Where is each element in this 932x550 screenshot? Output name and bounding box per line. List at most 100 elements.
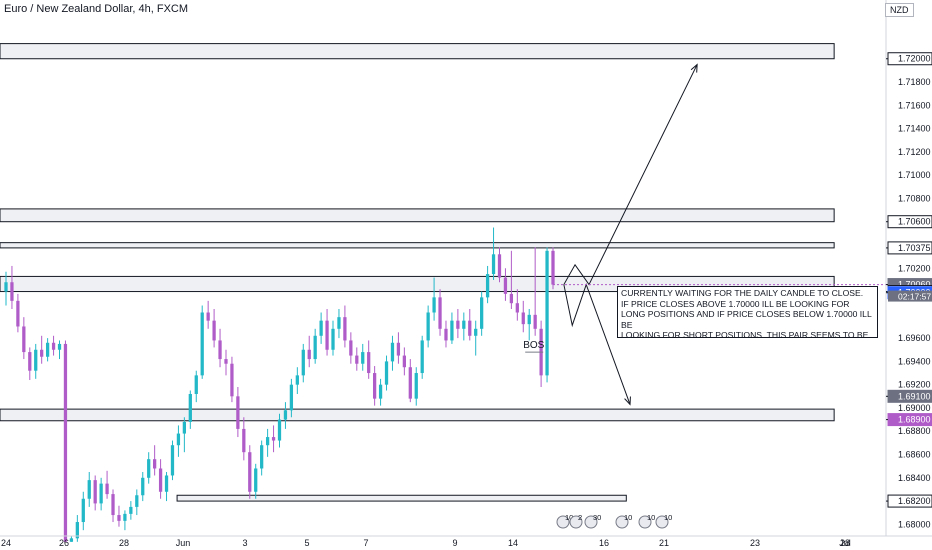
event-badge[interactable]	[584, 515, 598, 529]
candle-body[interactable]	[313, 335, 317, 360]
candle-body[interactable]	[295, 375, 299, 385]
candle-body[interactable]	[491, 254, 496, 275]
candle-body[interactable]	[254, 468, 258, 492]
candle-body[interactable]	[551, 250, 555, 285]
candle-body[interactable]	[462, 320, 466, 329]
event-badge[interactable]	[615, 515, 629, 529]
candle-body[interactable]	[10, 282, 14, 301]
candle-body[interactable]	[158, 468, 163, 492]
zone-box[interactable]	[0, 242, 835, 249]
candle-body[interactable]	[325, 320, 329, 350]
candle-body[interactable]	[57, 343, 62, 350]
candle-body[interactable]	[349, 340, 353, 356]
candle-body[interactable]	[456, 320, 460, 329]
candle-body[interactable]	[224, 359, 228, 364]
candle-body[interactable]	[283, 410, 288, 420]
zone-box[interactable]	[0, 43, 835, 60]
candle-body[interactable]	[230, 363, 234, 397]
candle-body[interactable]	[63, 343, 68, 542]
candle-body[interactable]	[69, 538, 74, 542]
candle-body[interactable]	[343, 317, 347, 341]
candle-body[interactable]	[378, 384, 383, 399]
candle-body[interactable]	[521, 312, 525, 325]
candle-body[interactable]	[545, 250, 549, 376]
candle-body[interactable]	[194, 375, 198, 394]
candle-body[interactable]	[301, 349, 305, 376]
candle-body[interactable]	[218, 340, 222, 360]
candle-body[interactable]	[474, 328, 478, 336]
candle-body[interactable]	[277, 419, 282, 441]
candle-body[interactable]	[355, 355, 359, 364]
zone-box[interactable]	[0, 208, 835, 223]
candle-body[interactable]	[16, 300, 20, 327]
candle-body[interactable]	[307, 349, 311, 360]
candle-body[interactable]	[271, 437, 276, 441]
candle-body[interactable]	[200, 312, 204, 376]
analysis-note[interactable]: CURRENTLY WAITING FOR THE DAILY CANDLE T…	[617, 286, 878, 338]
candle-body[interactable]	[212, 320, 216, 341]
candle-body[interactable]	[135, 495, 139, 507]
candle-body[interactable]	[444, 328, 448, 341]
candle-body[interactable]	[248, 452, 252, 492]
candle-body[interactable]	[117, 515, 121, 521]
candle-body[interactable]	[28, 352, 32, 371]
candle-body[interactable]	[480, 297, 484, 329]
candle-body[interactable]	[164, 475, 169, 492]
currency-button[interactable]: NZD	[885, 3, 914, 17]
candle-body[interactable]	[242, 428, 246, 453]
candle-body[interactable]	[34, 349, 38, 371]
candle-body[interactable]	[533, 314, 537, 329]
candle-body[interactable]	[141, 477, 145, 496]
candle-body[interactable]	[367, 352, 371, 374]
candle-body[interactable]	[438, 297, 442, 329]
candle-body[interactable]	[206, 312, 210, 321]
candle-body[interactable]	[265, 437, 270, 446]
candle-body[interactable]	[45, 342, 50, 357]
candle-body[interactable]	[503, 277, 508, 294]
projection-path[interactable]	[563, 283, 631, 405]
candle-body[interactable]	[170, 445, 175, 476]
candle-body[interactable]	[402, 355, 406, 368]
candle-body[interactable]	[176, 433, 181, 446]
candle-body[interactable]	[384, 361, 389, 385]
candle-body[interactable]	[337, 317, 341, 329]
candle-body[interactable]	[153, 459, 157, 469]
candle-body[interactable]	[408, 367, 412, 399]
candle-body[interactable]	[485, 274, 490, 298]
candle-body[interactable]	[182, 421, 187, 434]
candle-body[interactable]	[75, 522, 79, 539]
candle-body[interactable]	[515, 303, 519, 313]
candle-body[interactable]	[432, 297, 436, 313]
zone-box[interactable]	[0, 408, 835, 422]
candle-body[interactable]	[390, 342, 395, 362]
candle-body[interactable]	[509, 293, 514, 304]
candle-body[interactable]	[426, 312, 430, 341]
candle-body[interactable]	[396, 342, 401, 356]
candle-body[interactable]	[93, 480, 97, 504]
candle-body[interactable]	[87, 480, 91, 499]
candle-body[interactable]	[260, 445, 264, 469]
event-badge[interactable]	[569, 515, 583, 529]
projection-path[interactable]	[563, 64, 698, 286]
candle-body[interactable]	[51, 342, 56, 350]
candle-body[interactable]	[420, 340, 424, 374]
candle-body[interactable]	[99, 483, 103, 504]
candle-body[interactable]	[497, 254, 502, 278]
candle-body[interactable]	[450, 320, 454, 341]
candle-body[interactable]	[123, 513, 127, 521]
candle-body[interactable]	[105, 483, 109, 495]
candle-body[interactable]	[188, 393, 192, 422]
candle-body[interactable]	[468, 320, 472, 336]
candle-body[interactable]	[111, 494, 115, 516]
candle-body[interactable]	[81, 498, 85, 523]
candle-body[interactable]	[147, 459, 151, 478]
candle-body[interactable]	[527, 314, 531, 325]
candle-body[interactable]	[236, 396, 240, 429]
candle-body[interactable]	[414, 373, 418, 399]
event-badge[interactable]	[638, 515, 652, 529]
event-badge[interactable]	[556, 515, 570, 529]
zone-box[interactable]	[176, 494, 627, 502]
candle-body[interactable]	[4, 282, 8, 292]
candle-body[interactable]	[331, 328, 335, 350]
candle-body[interactable]	[319, 320, 323, 336]
